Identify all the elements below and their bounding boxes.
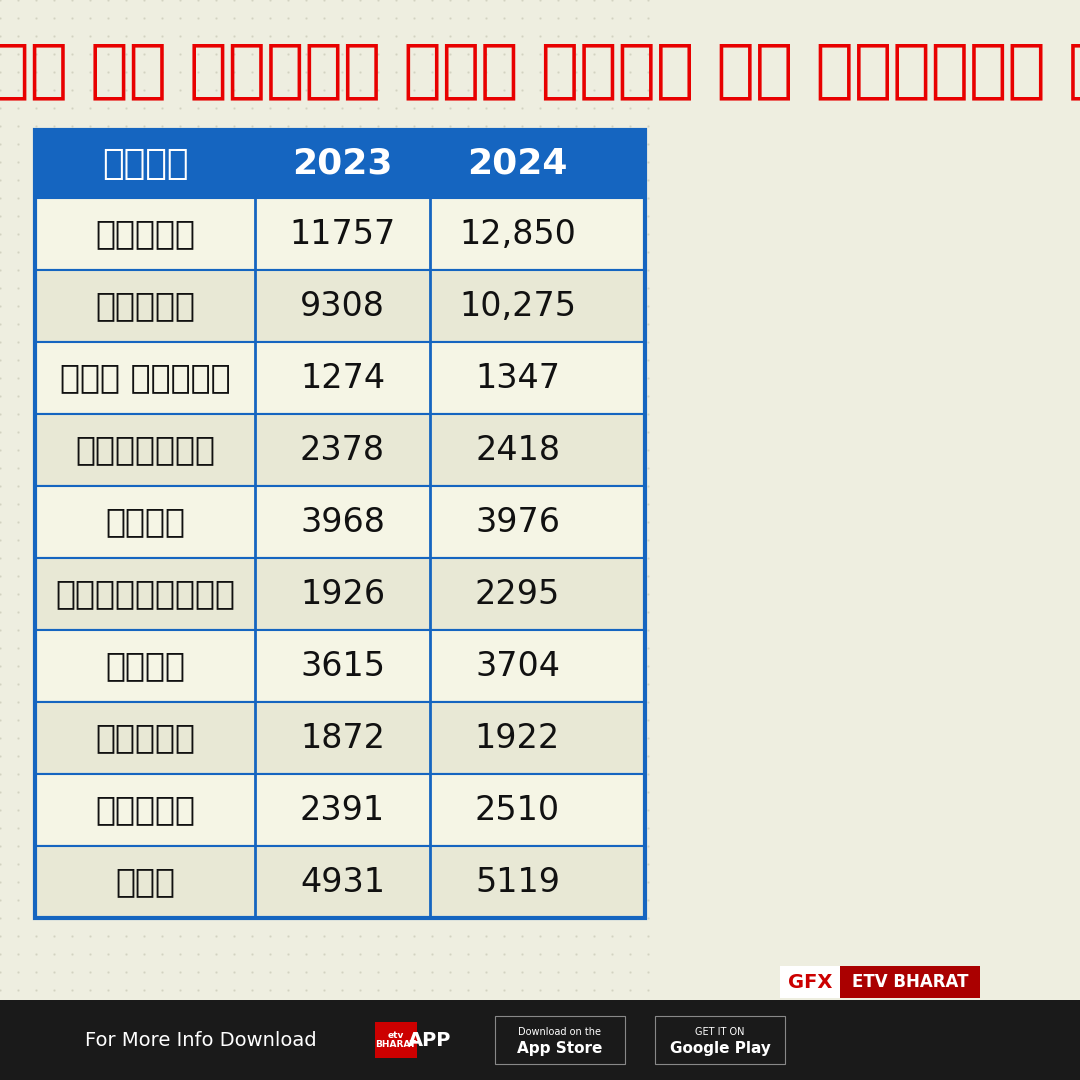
Text: दमोह: दमोह [105, 649, 185, 683]
Text: 10,275: 10,275 [459, 289, 576, 323]
Bar [650, 0, 1080, 1000]
Text: देवास: देवास [95, 794, 195, 826]
Bar [780, 966, 840, 998]
Bar [35, 198, 645, 270]
Text: आगर मालवा: आगर मालवा [59, 362, 230, 394]
Text: दतिया: दतिया [95, 721, 195, 755]
Bar [35, 342, 645, 414]
Bar [35, 130, 645, 198]
Bar [840, 966, 980, 998]
Text: 2510: 2510 [475, 794, 561, 826]
Bar [35, 414, 645, 486]
Text: 2024: 2024 [468, 147, 568, 181]
Text: 2378: 2378 [300, 433, 384, 467]
Bar [35, 774, 645, 846]
Text: GET IT ON: GET IT ON [696, 1027, 745, 1037]
Text: GFX: GFX [787, 972, 833, 991]
Text: 11757: 11757 [289, 217, 395, 251]
Text: 1926: 1926 [300, 578, 386, 610]
Text: बुरहानपुर: बुरहानपुर [55, 578, 235, 610]
Text: भिंड: भिंड [105, 505, 185, 539]
Bar [375, 1022, 417, 1058]
Text: 5119: 5119 [475, 865, 561, 899]
Bar [495, 1016, 625, 1064]
Text: धार: धार [114, 865, 175, 899]
Text: 2418: 2418 [475, 433, 561, 467]
Bar [35, 702, 645, 774]
Bar [35, 846, 645, 918]
Bar [0, 1000, 1080, 1080]
Text: APP: APP [408, 1030, 451, 1050]
Text: 3976: 3976 [475, 505, 561, 539]
Text: 9308: 9308 [300, 289, 384, 323]
Text: 2391: 2391 [300, 794, 386, 826]
Bar [35, 270, 645, 342]
Text: इंदौर: इंदौर [95, 289, 195, 323]
Text: ETV BHARAT: ETV BHARAT [852, 973, 969, 991]
Bar [35, 630, 645, 702]
Text: 2295: 2295 [475, 578, 561, 610]
Text: 3615: 3615 [300, 649, 384, 683]
Text: 1347: 1347 [475, 362, 561, 394]
Text: Download on the: Download on the [518, 1027, 602, 1037]
Text: 1922: 1922 [475, 721, 561, 755]
Text: 2023: 2023 [293, 147, 393, 181]
Text: For More Info Download: For More Info Download [85, 1030, 316, 1050]
Bar [35, 558, 645, 630]
Text: मध्य प्रदेश के जिलों में टीबी के मरीजों की संख्या: मध्य प्रदेश के जिलों में टीबी के मरीजों … [0, 39, 1080, 102]
Text: 4931: 4931 [300, 865, 384, 899]
Text: 12,850: 12,850 [459, 217, 576, 251]
Text: बड़वानी: बड़वानी [75, 433, 215, 467]
Text: जिला: जिला [102, 147, 188, 181]
Text: etv
BHARAT: etv BHARAT [376, 1030, 417, 1050]
Text: Google Play: Google Play [670, 1040, 770, 1055]
Text: App Store: App Store [517, 1040, 603, 1055]
Bar [654, 1016, 785, 1064]
Text: 1274: 1274 [300, 362, 386, 394]
Bar [35, 486, 645, 558]
Bar [35, 130, 645, 918]
Text: 3968: 3968 [300, 505, 384, 539]
Text: भोपाल: भोपाल [95, 217, 195, 251]
Text: 3704: 3704 [475, 649, 561, 683]
Text: 1872: 1872 [300, 721, 384, 755]
